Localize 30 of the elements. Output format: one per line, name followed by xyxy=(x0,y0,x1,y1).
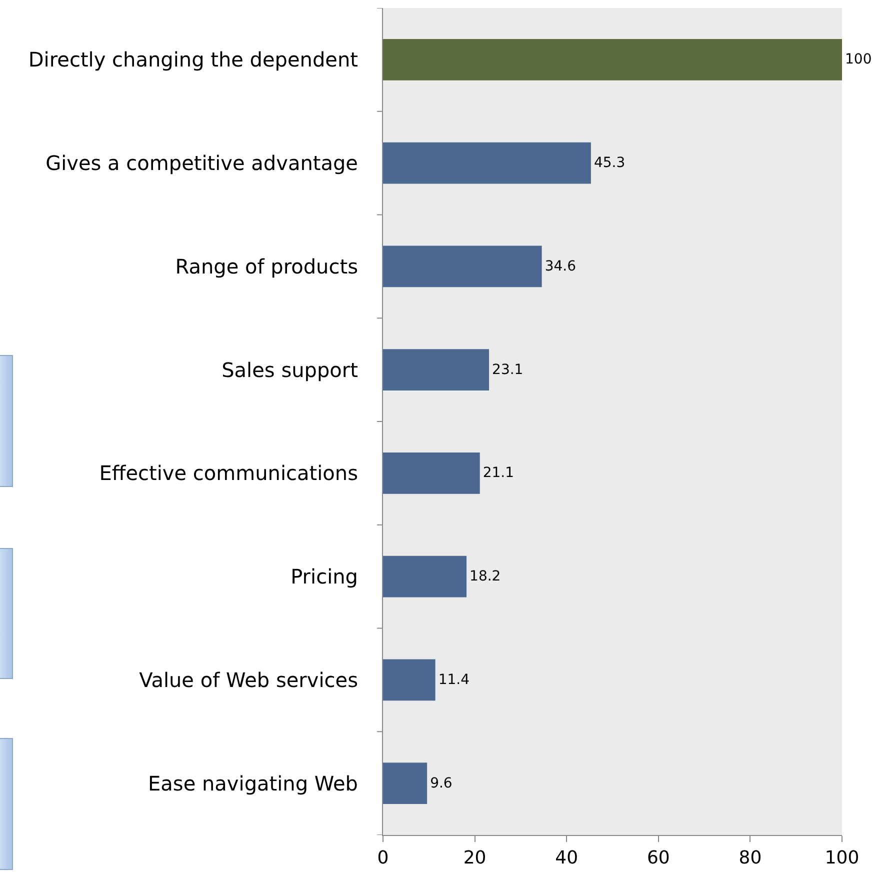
y-tick-label: Range of products xyxy=(175,254,358,278)
data-label: 23.1 xyxy=(492,362,524,378)
bar xyxy=(383,762,428,804)
data-label: 34.6 xyxy=(544,258,576,274)
y-tick-label: Pricing xyxy=(290,564,358,589)
bar xyxy=(383,39,842,80)
bar xyxy=(383,349,490,390)
bar xyxy=(383,142,591,184)
x-tick-label: 60 xyxy=(646,848,670,869)
x-tick-label: 40 xyxy=(555,848,578,869)
data-label: 9.6 xyxy=(430,775,452,792)
x-tick-label: 0 xyxy=(377,848,389,869)
y-tick-label: Effective communications xyxy=(99,461,358,486)
y-tick-label: Directly changing the dependent xyxy=(28,48,358,72)
data-label: 45.3 xyxy=(594,155,626,172)
bar xyxy=(383,452,480,494)
y-tick-label: Ease navigating Web xyxy=(148,771,358,796)
bar xyxy=(383,659,436,701)
bar xyxy=(383,246,542,288)
y-tick-label: Value of Web services xyxy=(139,668,358,692)
x-tick-label: 100 xyxy=(824,848,860,869)
data-label: 11.4 xyxy=(438,672,470,688)
y-tick-label: Sales support xyxy=(222,358,358,382)
y-tick-label: Gives a competitive advantage xyxy=(46,151,358,176)
bar xyxy=(383,556,467,598)
x-tick-label: 20 xyxy=(463,848,486,869)
data-label: 21.1 xyxy=(482,465,514,482)
x-tick-label: 80 xyxy=(738,848,762,869)
data-label: 100 xyxy=(845,52,872,68)
data-label: 18.2 xyxy=(470,568,501,585)
